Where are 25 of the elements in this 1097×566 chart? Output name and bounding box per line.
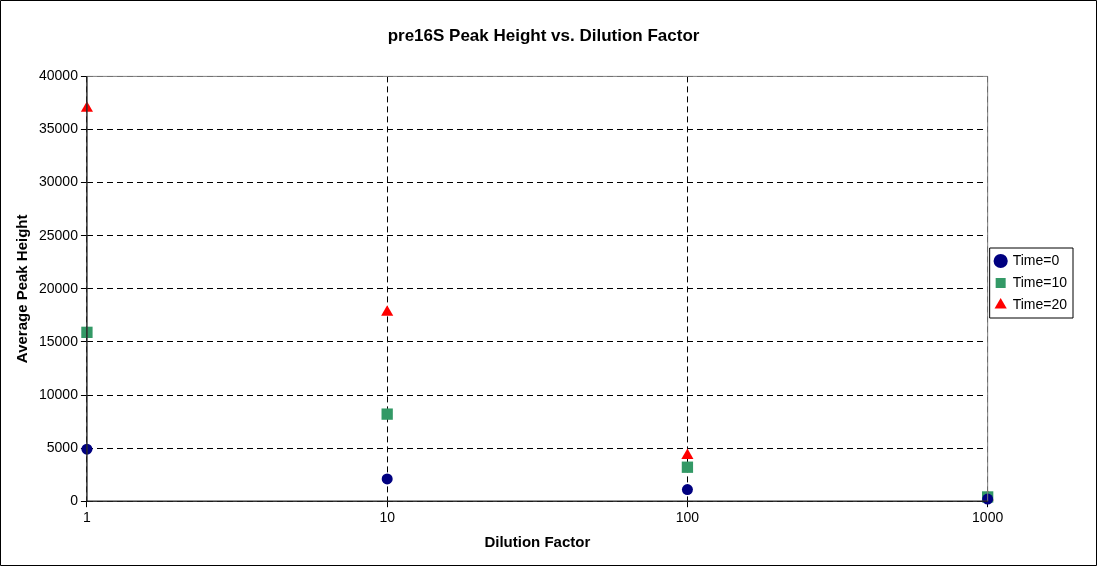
legend-label: Time=10 [1012, 273, 1068, 290]
y-tick-label: 40000 [38, 67, 79, 84]
y-tick-label: 20000 [38, 279, 79, 296]
y-tick-label: 35000 [38, 120, 79, 137]
point [681, 448, 694, 460]
chart-title: pre16S Peak Height vs. Dilution Factor [387, 25, 700, 45]
y-tick-label: 30000 [38, 173, 79, 190]
point [381, 408, 393, 420]
x-tick-label: 1000 [972, 509, 1004, 526]
point [381, 473, 393, 485]
x-tick-label: 1 [83, 509, 92, 526]
y-axis-title: Average Peak Height [13, 214, 31, 364]
point [681, 484, 693, 496]
point [681, 461, 694, 473]
legend-label: Time=0 [1012, 251, 1060, 268]
y-tick-label: 10000 [38, 385, 79, 402]
x-axis-title: Dilution Factor [484, 533, 591, 551]
y-tick-label: 0 [70, 492, 79, 509]
x-tick-label: 10 [379, 509, 396, 526]
y-tick-label: 15000 [38, 332, 79, 349]
legend-label: Time=20 [1012, 295, 1068, 312]
x-tick-label: 100 [675, 509, 700, 526]
point [381, 305, 394, 316]
y-tick-label: 5000 [46, 438, 79, 455]
y-tick-label: 25000 [38, 226, 79, 243]
